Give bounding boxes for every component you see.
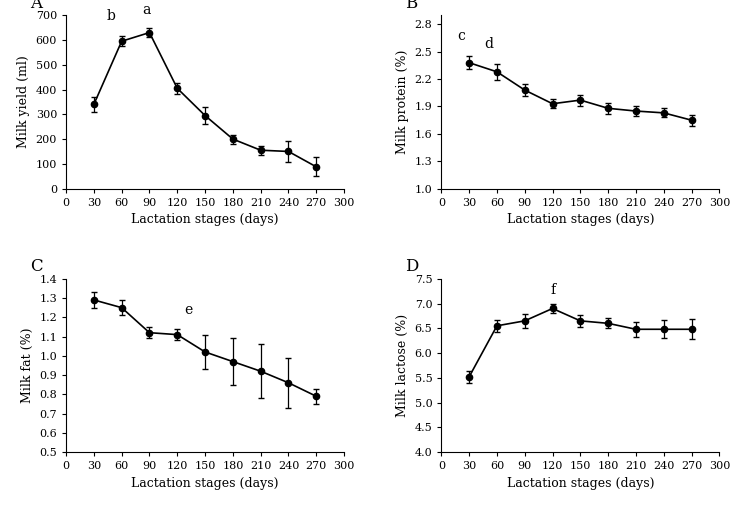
- Y-axis label: Milk lactose (%): Milk lactose (%): [396, 314, 409, 417]
- X-axis label: Lactation stages (days): Lactation stages (days): [506, 477, 654, 490]
- Text: b: b: [106, 10, 115, 23]
- Text: A: A: [30, 0, 42, 12]
- Text: d: d: [484, 37, 493, 51]
- Text: c: c: [457, 29, 465, 43]
- Y-axis label: Milk protein (%): Milk protein (%): [396, 50, 409, 154]
- Text: C: C: [30, 258, 43, 275]
- X-axis label: Lactation stages (days): Lactation stages (days): [131, 477, 279, 490]
- Text: D: D: [405, 258, 418, 275]
- X-axis label: Lactation stages (days): Lactation stages (days): [131, 213, 279, 226]
- Y-axis label: Milk fat (%): Milk fat (%): [21, 328, 34, 403]
- X-axis label: Lactation stages (days): Lactation stages (days): [506, 213, 654, 226]
- Text: f: f: [550, 283, 555, 297]
- Text: e: e: [184, 303, 192, 317]
- Y-axis label: Milk yield (ml): Milk yield (ml): [17, 55, 30, 148]
- Text: B: B: [405, 0, 418, 12]
- Text: a: a: [142, 3, 151, 17]
